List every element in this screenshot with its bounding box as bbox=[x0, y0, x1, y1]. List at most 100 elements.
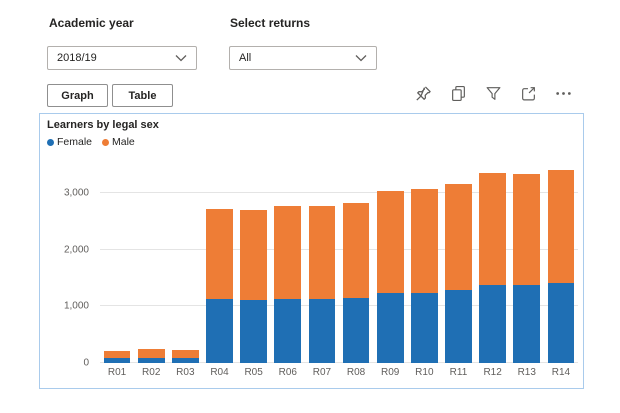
x-tick-label: R06 bbox=[278, 367, 297, 378]
x-axis: R01 R02 R03 R04 R05 R06 R07 R08 R09 R10 R11 R12 R13 R… bbox=[100, 367, 578, 378]
chart-card: Learners by legal sex Female Male 0 1,000 2… bbox=[39, 113, 584, 389]
bar-r05-female[interactable] bbox=[240, 299, 267, 363]
table-button[interactable]: Table bbox=[112, 84, 173, 107]
bar-r11-female[interactable] bbox=[445, 290, 472, 363]
bar-r10-male[interactable] bbox=[411, 189, 438, 293]
bar-r13-female[interactable] bbox=[513, 284, 541, 363]
y-axis: 0 1,000 2,000 3,000 bbox=[40, 165, 95, 369]
bar-r14-male[interactable] bbox=[547, 169, 575, 283]
bar-r04-female[interactable] bbox=[206, 299, 233, 363]
bar-r12-male[interactable] bbox=[479, 172, 506, 285]
bar-r08 bbox=[342, 202, 370, 363]
bar-r05-male[interactable] bbox=[240, 209, 267, 300]
x-tick-label: R04 bbox=[210, 367, 229, 378]
bar-r06 bbox=[274, 206, 302, 363]
gridline bbox=[100, 192, 578, 194]
select-returns-dropdown[interactable]: All bbox=[229, 46, 377, 70]
bar-r08-male[interactable] bbox=[342, 202, 370, 298]
more-options-icon[interactable] bbox=[555, 85, 572, 102]
bar-r07 bbox=[308, 205, 336, 363]
bar-r08-female[interactable] bbox=[342, 297, 370, 363]
y-tick-label: 1,000 bbox=[63, 300, 89, 312]
bar-r09 bbox=[376, 191, 404, 363]
bar-slot-r07 bbox=[305, 165, 339, 363]
y-tick-label: 2,000 bbox=[63, 244, 89, 256]
legend-label: Male bbox=[112, 136, 135, 148]
y-tick-label: 3,000 bbox=[63, 187, 89, 199]
bar-slot-r08 bbox=[339, 165, 373, 363]
x-tick-label: R09 bbox=[381, 367, 400, 378]
academic-year-label: Academic year bbox=[49, 16, 134, 30]
select-returns-label: Select returns bbox=[230, 16, 311, 30]
bar-r07-female[interactable] bbox=[308, 299, 336, 363]
bar-r12-female[interactable] bbox=[479, 284, 506, 363]
bar-slot-r05 bbox=[237, 165, 271, 363]
bar-r12 bbox=[479, 172, 506, 363]
x-tick-label: R11 bbox=[449, 367, 468, 378]
bar-r05 bbox=[240, 209, 267, 363]
focus-mode-icon[interactable] bbox=[520, 85, 537, 102]
pin-icon[interactable] bbox=[415, 85, 432, 102]
x-tick-label: R10 bbox=[415, 367, 434, 378]
chevron-down-icon bbox=[355, 55, 367, 62]
bar-slot-r13 bbox=[510, 165, 544, 363]
bar-r09-female[interactable] bbox=[376, 292, 404, 363]
legend-label: Female bbox=[57, 136, 93, 148]
bar-slot-r10 bbox=[407, 165, 441, 363]
bar-slot-r14 bbox=[544, 165, 578, 363]
bar-slot-r02 bbox=[134, 165, 168, 363]
bar-r06-female[interactable] bbox=[274, 299, 302, 363]
bar-slot-r09 bbox=[373, 165, 407, 363]
bar-r01-female[interactable] bbox=[103, 358, 131, 363]
bar-r01 bbox=[103, 351, 131, 363]
bar-r03-female[interactable] bbox=[172, 357, 199, 363]
gridline bbox=[100, 362, 578, 363]
bar-slot-r11 bbox=[441, 165, 475, 363]
copy-icon[interactable] bbox=[450, 85, 467, 102]
plot-area bbox=[100, 165, 578, 363]
legend-item-female[interactable]: Female bbox=[47, 136, 92, 148]
x-tick-label: R03 bbox=[176, 367, 195, 378]
bar-r07-male[interactable] bbox=[308, 205, 336, 300]
bar-slot-r12 bbox=[476, 165, 510, 363]
x-tick-label: R05 bbox=[244, 367, 263, 378]
bar-r06-male[interactable] bbox=[274, 206, 302, 300]
x-tick-label: R08 bbox=[346, 367, 366, 378]
bar-r11 bbox=[445, 183, 472, 363]
x-tick-label: R13 bbox=[517, 367, 536, 378]
bar-r02 bbox=[137, 349, 165, 363]
x-tick-label: R07 bbox=[312, 367, 332, 378]
bar-r10 bbox=[411, 189, 438, 363]
visual-toolbar bbox=[415, 85, 572, 102]
y-tick-label: 0 bbox=[83, 357, 89, 369]
graph-button[interactable]: Graph bbox=[47, 84, 108, 107]
legend-dot bbox=[102, 138, 110, 146]
legend-dot bbox=[47, 138, 54, 146]
bar-r01-male[interactable] bbox=[103, 351, 131, 359]
bar-slot-r01 bbox=[100, 165, 134, 363]
bar-r02-female[interactable] bbox=[137, 357, 165, 363]
bar-r03-male[interactable] bbox=[172, 350, 199, 358]
x-tick-label: R14 bbox=[551, 367, 571, 378]
filter-icon[interactable] bbox=[485, 85, 502, 102]
gridline bbox=[100, 248, 578, 250]
bar-r11-male[interactable] bbox=[445, 183, 472, 291]
bar-r10-female[interactable] bbox=[411, 292, 438, 363]
select-returns-value: All bbox=[239, 52, 252, 64]
legend-item-male[interactable]: Male bbox=[102, 136, 135, 148]
x-tick-label: R02 bbox=[142, 367, 161, 378]
academic-year-dropdown[interactable]: 2018/19 bbox=[47, 46, 197, 70]
bar-slot-r04 bbox=[202, 165, 236, 363]
chart-title: Learners by legal sex bbox=[47, 119, 159, 131]
bar-r14 bbox=[547, 169, 575, 363]
chevron-down-icon bbox=[175, 55, 187, 62]
bar-r02-male[interactable] bbox=[137, 349, 165, 358]
bar-r09-male[interactable] bbox=[376, 191, 404, 293]
x-tick-label: R12 bbox=[483, 367, 502, 378]
bar-r13-male[interactable] bbox=[513, 173, 541, 285]
gridline bbox=[100, 305, 578, 307]
bar-r04-male[interactable] bbox=[206, 208, 233, 300]
bar-r14-female[interactable] bbox=[547, 282, 575, 363]
x-tick-label: R01 bbox=[107, 367, 127, 378]
